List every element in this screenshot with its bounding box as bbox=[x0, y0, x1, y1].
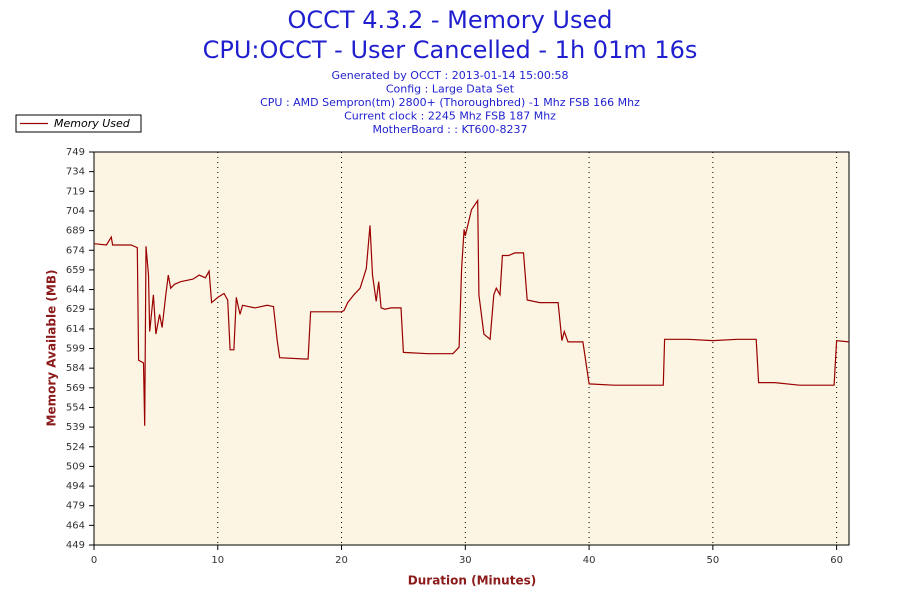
x-tick-label: 60 bbox=[830, 555, 843, 566]
y-tick-label: 524 bbox=[66, 442, 85, 453]
y-tick-label: 539 bbox=[66, 422, 85, 433]
y-tick-label: 734 bbox=[66, 167, 85, 178]
y-tick-label: 494 bbox=[66, 481, 85, 492]
plot-area bbox=[93, 151, 850, 546]
x-tick-label: 30 bbox=[459, 555, 472, 566]
y-tick-label: 509 bbox=[66, 461, 85, 472]
y-axis-label: Memory Available (MB) bbox=[45, 270, 59, 427]
chart-title: OCCT 4.3.2 - Memory Used bbox=[288, 6, 613, 34]
subtitle: MotherBoard : : KT600-8237 bbox=[372, 123, 527, 136]
subtitle: CPU : AMD Sempron(tm) 2800+ (Thoroughbre… bbox=[260, 96, 640, 109]
subtitle: Current clock : 2245 Mhz FSB 187 Mhz bbox=[344, 110, 556, 123]
y-tick-label: 629 bbox=[66, 304, 85, 315]
y-tick-label: 689 bbox=[66, 226, 85, 237]
subtitle: Config : Large Data Set bbox=[386, 83, 515, 96]
x-tick-label: 50 bbox=[706, 555, 719, 566]
series-line bbox=[93, 198, 850, 426]
y-tick-label: 599 bbox=[66, 344, 85, 355]
y-tick-label: 644 bbox=[66, 285, 85, 296]
x-axis-label: Duration (Minutes) bbox=[408, 574, 536, 588]
legend-box bbox=[15, 114, 142, 133]
y-tick-label: 749 bbox=[66, 147, 85, 158]
y-tick-label: 464 bbox=[66, 520, 85, 531]
y-tick-label: 449 bbox=[66, 540, 85, 551]
legend-label: Memory Used bbox=[54, 117, 131, 130]
y-tick-label: 584 bbox=[66, 363, 85, 374]
x-tick-label: 0 bbox=[91, 555, 97, 566]
subtitle: Generated by OCCT : 2013-01-14 15:00:58 bbox=[331, 69, 568, 82]
y-tick-label: 704 bbox=[66, 206, 85, 217]
y-tick-label: 479 bbox=[66, 501, 85, 512]
y-tick-label: 569 bbox=[66, 383, 85, 394]
y-tick-label: 554 bbox=[66, 402, 85, 413]
x-tick-label: 20 bbox=[335, 555, 348, 566]
y-tick-label: 659 bbox=[66, 265, 85, 276]
x-tick-label: 40 bbox=[583, 555, 596, 566]
y-tick-label: 719 bbox=[66, 186, 85, 197]
x-tick-label: 10 bbox=[211, 555, 224, 566]
y-tick-label: 614 bbox=[66, 324, 85, 335]
chart-title: CPU:OCCT - User Cancelled - 1h 01m 16s bbox=[203, 36, 698, 64]
y-tick-label: 674 bbox=[66, 245, 85, 256]
